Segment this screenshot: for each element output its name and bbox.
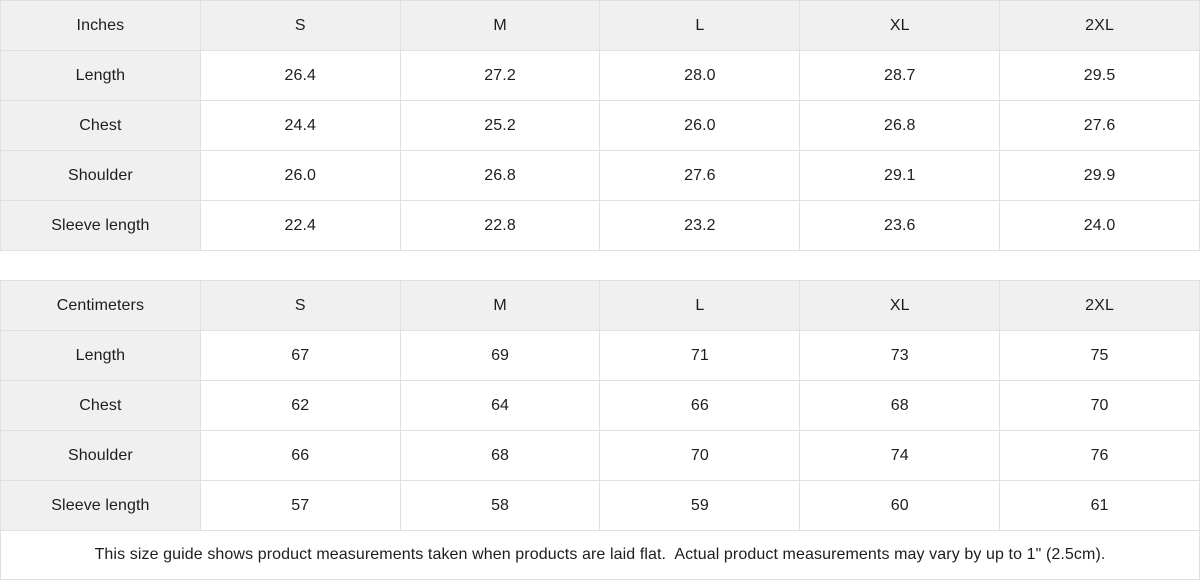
size-header-cell: S xyxy=(200,281,401,332)
value-cell: 26.0 xyxy=(600,101,801,151)
size-header-cell: 2XL xyxy=(1000,281,1200,332)
row-label-cell: Shoulder xyxy=(1,431,201,482)
size-header-cell: L xyxy=(600,1,801,51)
value-cell: 26.4 xyxy=(200,51,401,101)
value-cell: 62 xyxy=(200,381,401,432)
value-cell: 60 xyxy=(800,481,1001,532)
centimeters-table: Centimeters S M L XL 2XL Length 67 69 71 73 75 Chest… xyxy=(0,280,1200,532)
value-cell: 68 xyxy=(400,431,601,482)
unit-header-cell: Centimeters xyxy=(1,281,201,332)
value-cell: 58 xyxy=(400,481,601,532)
value-cell: 25.2 xyxy=(400,101,601,151)
value-cell: 69 xyxy=(400,331,601,382)
size-guide-note: This size guide shows product measuremen… xyxy=(0,531,1200,580)
value-cell: 29.5 xyxy=(1000,51,1200,101)
value-cell: 71 xyxy=(600,331,801,382)
value-cell: 68 xyxy=(800,381,1001,432)
value-cell: 26.8 xyxy=(400,151,601,201)
row-label-cell: Sleeve length xyxy=(1,481,201,532)
row-label-cell: Shoulder xyxy=(1,151,201,201)
value-cell: 64 xyxy=(400,381,601,432)
value-cell: 22.8 xyxy=(400,201,601,251)
value-cell: 29.1 xyxy=(800,151,1001,201)
value-cell: 66 xyxy=(200,431,401,482)
row-label-cell: Sleeve length xyxy=(1,201,201,251)
size-header-cell: 2XL xyxy=(1000,1,1200,51)
value-cell: 27.6 xyxy=(1000,101,1200,151)
value-cell: 66 xyxy=(600,381,801,432)
size-header-cell: S xyxy=(200,1,401,51)
value-cell: 27.2 xyxy=(400,51,601,101)
value-cell: 76 xyxy=(1000,431,1200,482)
size-header-cell: XL xyxy=(800,281,1001,332)
inches-table: Inches S M L XL 2XL Length 26.4 27.2 28.0 28.7 29.5… xyxy=(0,0,1200,251)
value-cell: 59 xyxy=(600,481,801,532)
row-label-cell: Length xyxy=(1,331,201,382)
size-header-cell: L xyxy=(600,281,801,332)
row-label-cell: Chest xyxy=(1,381,201,432)
row-label-cell: Chest xyxy=(1,101,201,151)
value-cell: 24.0 xyxy=(1000,201,1200,251)
value-cell: 23.2 xyxy=(600,201,801,251)
size-header-cell: XL xyxy=(800,1,1001,51)
value-cell: 67 xyxy=(200,331,401,382)
value-cell: 27.6 xyxy=(600,151,801,201)
value-cell: 23.6 xyxy=(800,201,1001,251)
value-cell: 28.7 xyxy=(800,51,1001,101)
row-label-cell: Length xyxy=(1,51,201,101)
size-header-cell: M xyxy=(400,281,601,332)
value-cell: 75 xyxy=(1000,331,1200,382)
value-cell: 29.9 xyxy=(1000,151,1200,201)
value-cell: 70 xyxy=(1000,381,1200,432)
value-cell: 70 xyxy=(600,431,801,482)
value-cell: 26.0 xyxy=(200,151,401,201)
value-cell: 74 xyxy=(800,431,1001,482)
value-cell: 61 xyxy=(1000,481,1200,532)
value-cell: 26.8 xyxy=(800,101,1001,151)
value-cell: 57 xyxy=(200,481,401,532)
value-cell: 73 xyxy=(800,331,1001,382)
value-cell: 22.4 xyxy=(200,201,401,251)
value-cell: 28.0 xyxy=(600,51,801,101)
unit-header-cell: Inches xyxy=(1,1,201,51)
value-cell: 24.4 xyxy=(200,101,401,151)
table-gap xyxy=(0,251,1200,281)
size-header-cell: M xyxy=(400,1,601,51)
